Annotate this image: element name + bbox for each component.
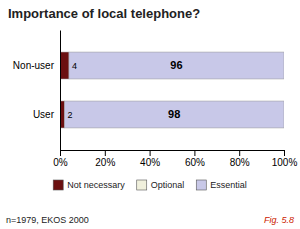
- legend-swatch: [137, 180, 147, 190]
- y-axis: Non-user User: [13, 31, 61, 151]
- legend-item: Essential: [196, 180, 247, 190]
- tick-mark: [239, 150, 240, 156]
- tick-label: 100%: [272, 157, 298, 168]
- tick: User: [33, 109, 60, 120]
- tick: 20%: [95, 150, 115, 168]
- tick-label: 20%: [95, 157, 115, 168]
- legend-label: Not necessary: [67, 180, 125, 190]
- tick-mark: [284, 150, 285, 156]
- x-axis: 0% 20% 40% 60% 80% 100%: [53, 150, 297, 168]
- tick-label: 60%: [185, 157, 205, 168]
- plot: 0% 20% 40% 60% 80% 100% Non-user User 4 2 96 98: [13, 31, 298, 169]
- legend-swatch: [53, 180, 63, 190]
- data-labels: 4 2 96 98: [67, 59, 182, 120]
- tick: 80%: [230, 150, 250, 168]
- tick: 60%: [185, 150, 205, 168]
- tick: 0%: [53, 150, 68, 168]
- legend-item: Not necessary: [53, 180, 125, 190]
- bar: [69, 52, 284, 79]
- axis-line: [60, 31, 61, 151]
- title: Importance of local telephone?: [8, 6, 200, 21]
- series: [64, 52, 284, 128]
- tick-label: 40%: [140, 157, 160, 168]
- bar: [60, 52, 69, 79]
- tick: 100%: [272, 150, 298, 168]
- tick-label: 0%: [53, 157, 68, 168]
- annotation: Fig. 5.8: [264, 215, 294, 225]
- tick-label: Non-user: [13, 60, 55, 71]
- legend-label: Optional: [151, 180, 185, 190]
- tick-label: 80%: [230, 157, 250, 168]
- chart: Importance of local telephone? 0% 20% 40% 60…: [0, 0, 300, 229]
- data-label: 2: [67, 110, 72, 120]
- legend: Not necessary Optional Essential: [53, 180, 247, 190]
- legend-swatch: [196, 180, 206, 190]
- data-label: 96: [170, 59, 182, 71]
- bars: [60, 52, 284, 128]
- tick-mark: [194, 150, 195, 156]
- annotation: n=1979, EKOS 2000: [6, 215, 89, 225]
- data-label: 98: [168, 108, 180, 120]
- tick: 40%: [140, 150, 160, 168]
- legend-item: Optional: [137, 180, 185, 190]
- legend-label: Essential: [210, 180, 247, 190]
- tick-label: User: [33, 109, 55, 120]
- tick: Non-user: [13, 60, 60, 71]
- tick-mark: [60, 150, 61, 156]
- tick-mark: [105, 150, 106, 156]
- axis-line: [61, 151, 285, 157]
- bar: [64, 101, 284, 128]
- tick-mark: [150, 150, 151, 156]
- data-label: 4: [72, 61, 77, 71]
